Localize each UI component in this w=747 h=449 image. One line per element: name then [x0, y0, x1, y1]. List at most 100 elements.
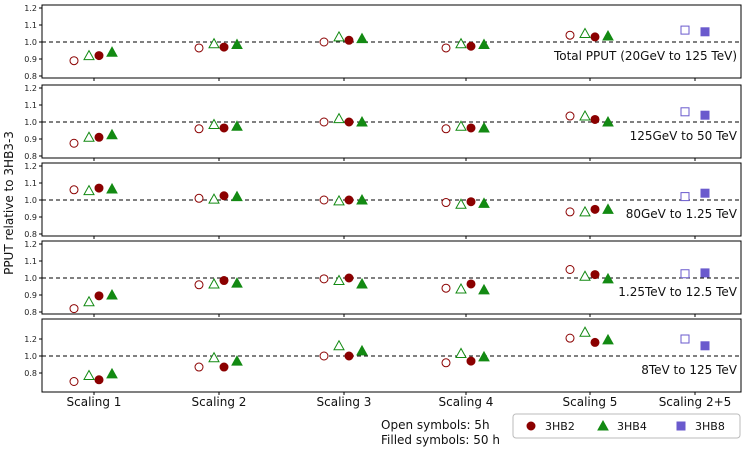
marker-3hb4-5h: [333, 30, 345, 42]
y-tick-label: 1.2: [24, 4, 37, 13]
marker-3hb4-5h: [83, 295, 95, 307]
marker-3hb2-5h: [441, 283, 451, 293]
panel-frame: [41, 240, 742, 315]
marker-3hb4-50-h: [231, 120, 243, 131]
marker-3hb2-5h: [69, 56, 79, 66]
marker-3hb2-50-h: [466, 123, 476, 133]
marker-3hb2-5h: [565, 333, 575, 343]
marker-3hb2-50-h: [94, 375, 104, 385]
marker-3hb4-5h: [455, 198, 467, 209]
marker-3hb2-50-h: [590, 204, 600, 214]
legend-3hb8-label: 3HB8: [695, 420, 725, 433]
marker-3hb8-5h: [680, 269, 690, 279]
y-tick-label: 1.0: [24, 118, 37, 127]
x-tick-label: Scaling 2: [192, 395, 247, 409]
y-tick-label: 1.1: [24, 21, 37, 30]
marker-3hb4-50-h: [356, 344, 368, 356]
marker-3hb2-50-h: [219, 42, 229, 52]
marker-3hb4-50-h: [231, 190, 243, 202]
marker-3hb4-50-h: [602, 333, 614, 345]
marker-3hb4-5h: [208, 193, 220, 204]
marker-3hb4-50-h: [106, 182, 118, 194]
marker-3hb2-50-h: [344, 351, 354, 361]
panel-2: 0.8 0.9 1.0 1.1 1.2 125GeV to 50 TeV: [24, 84, 742, 161]
y-tick-label: 1.0: [24, 274, 37, 283]
legend-3hb8-marker: [676, 421, 686, 431]
marker-3hb2-50-h: [94, 51, 104, 61]
marker-3hb2-50-h: [590, 337, 600, 347]
marker-3hb4-5h: [455, 347, 467, 358]
panel-title: 80GeV to 1.25 TeV: [626, 207, 738, 221]
marker-3hb4-50-h: [356, 193, 368, 205]
marker-3hb4-5h: [579, 27, 591, 38]
marker-3hb4-5h: [83, 184, 95, 196]
panel-5: 0.8 1.0 1.2 8TeV to 125 TeV: [24, 318, 742, 395]
marker-3hb4-50-h: [231, 277, 243, 288]
marker-3hb2-5h: [565, 111, 575, 121]
marker-3hb4-5h: [455, 283, 467, 294]
marker-3hb4-5h: [333, 112, 345, 124]
marker-3hb4-50-h: [106, 367, 118, 379]
panel-title: 1.25TeV to 12.5 TeV: [618, 285, 737, 299]
legend: 3HB2 3HB4 3HB8: [512, 413, 741, 439]
y-tick-label: 1.2: [24, 162, 37, 171]
x-tick-label: Scaling 4: [439, 395, 494, 409]
marker-3hb2-5h: [441, 43, 451, 53]
marker-3hb2-50-h: [466, 41, 476, 51]
marker-3hb4-5h: [208, 351, 220, 363]
y-tick-label: 0.8: [24, 72, 37, 81]
panel-title: 8TeV to 125 TeV: [641, 363, 738, 377]
legend-3hb2-marker: [526, 421, 536, 431]
marker-3hb2-5h: [69, 138, 79, 148]
marker-3hb2-50-h: [219, 276, 229, 286]
marker-3hb2-5h: [69, 185, 79, 195]
marker-3hb8-50-h: [700, 27, 710, 37]
marker-3hb4-5h: [83, 369, 95, 381]
marker-3hb2-5h: [565, 30, 575, 40]
marker-3hb2-5h: [69, 377, 79, 386]
x-tick-label: Scaling 5: [563, 395, 618, 409]
marker-3hb2-5h: [69, 304, 79, 314]
marker-3hb2-5h: [194, 124, 204, 134]
marker-3hb2-5h: [565, 265, 575, 274]
x-tick-label: Scaling 3: [317, 395, 372, 409]
x-tick-label: Scaling 1: [67, 395, 122, 409]
y-tick-label: 1.2: [24, 240, 37, 249]
y-tick-label: 0.9: [24, 291, 37, 300]
panel-3: 0.8 0.9 1.0 1.1 1.2 80GeV to 1.25 TeV: [24, 162, 742, 239]
marker-3hb4-5h: [208, 277, 220, 289]
marker-3hb4-5h: [579, 205, 591, 217]
y-tick-label: 0.9: [24, 135, 37, 144]
marker-3hb2-50-h: [219, 362, 229, 372]
marker-3hb4-50-h: [602, 272, 614, 284]
marker-3hb2-5h: [194, 280, 204, 290]
marker-3hb4-5h: [333, 339, 345, 351]
marker-3hb2-5h: [194, 193, 204, 203]
marker-3hb2-5h: [319, 117, 329, 127]
marker-3hb4-50-h: [478, 197, 490, 208]
panel-1: 0.8 0.9 1.0 1.1 1.2 Total PPUT (20GeV to 125 …: [24, 4, 742, 81]
marker-3hb8-5h: [680, 107, 690, 117]
marker-3hb2-5h: [319, 351, 329, 361]
marker-3hb2-50-h: [344, 35, 354, 45]
marker-3hb4-50-h: [231, 355, 243, 366]
marker-3hb4-5h: [208, 37, 220, 49]
marker-3hb2-5h: [441, 124, 451, 134]
marker-3hb4-50-h: [231, 38, 243, 50]
legend-frame: [512, 413, 741, 439]
panel-title: Total PPUT (20GeV to 125 TeV): [553, 49, 737, 63]
marker-3hb2-50-h: [94, 183, 104, 193]
marker-3hb2-50-h: [94, 132, 104, 142]
y-tick-label: 0.8: [24, 308, 37, 317]
y-tick-label: 0.9: [24, 55, 37, 64]
panels: 0.8 0.9 1.0 1.1 1.2 Total PPUT (20GeV to 125 …: [24, 4, 742, 395]
marker-3hb8-50-h: [700, 110, 710, 120]
panel-frame: [41, 162, 742, 237]
marker-3hb2-5h: [319, 274, 329, 284]
y-tick-label: 1.2: [24, 335, 37, 344]
marker-3hb2-5h: [194, 43, 204, 53]
marker-3hb2-50-h: [466, 279, 476, 289]
y-tick-label: 0.9: [24, 213, 37, 222]
marker-3hb4-50-h: [478, 121, 490, 133]
marker-3hb4-5h: [333, 274, 345, 286]
